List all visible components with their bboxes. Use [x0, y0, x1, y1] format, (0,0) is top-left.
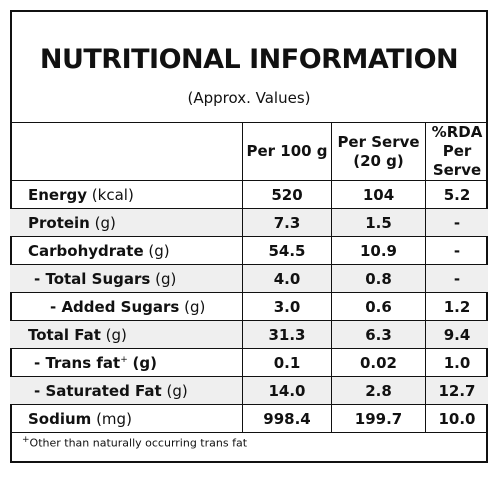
row: - Total Sugars (g) 4.0 0.8- — [10, 264, 488, 293]
header-line: (20 g) — [353, 151, 404, 170]
header-row: Per 100 g Per Serve (20 g) %RDA Per Serve — [10, 122, 488, 181]
nutrient: - Added Sugars — [50, 297, 180, 316]
cell: 10.9 — [331, 236, 426, 265]
footnote-marker: + — [22, 435, 30, 445]
unit: (g) — [94, 213, 116, 232]
row-label: - Added Sugars (g) — [10, 292, 243, 321]
unit: (g) — [155, 269, 177, 288]
cell: 1.5 — [331, 208, 426, 237]
row-label: - Trans fat+ (g) — [10, 348, 243, 377]
cell: 3.0 — [242, 292, 332, 321]
footnote-text: Other than naturally occurring trans fat — [29, 436, 248, 450]
cell: 6.3 — [331, 320, 426, 349]
nutrient: - Trans fat — [34, 353, 121, 372]
cell: 10.0 — [425, 404, 488, 433]
unit: (g) — [148, 241, 170, 260]
cell: - — [425, 236, 488, 265]
row-label: - Saturated Fat (g) — [10, 376, 243, 405]
nutrient: - Saturated Fat — [34, 381, 162, 400]
row-label: - Total Sugars (g) — [10, 264, 243, 293]
row-label: Energy (kcal) — [10, 180, 243, 209]
corner — [10, 122, 243, 181]
cell: 14.0 — [242, 376, 332, 405]
nutrient: - Total Sugars — [34, 269, 151, 288]
col-header: Per 100 g — [242, 122, 332, 181]
row-label: Sodium (mg) — [10, 404, 243, 433]
row: Sodium (mg) 998.4 199.7 10.0 — [10, 404, 488, 433]
cell: 0.1 — [242, 348, 332, 377]
unit: (g) — [105, 325, 127, 344]
nutrient: Protein — [28, 213, 90, 232]
nutrient: Energy — [28, 185, 88, 204]
cell: 104 — [331, 180, 426, 209]
cell: 2.8 — [331, 376, 426, 405]
nutrient: Sodium — [28, 409, 92, 428]
cell: 4.0 — [242, 264, 332, 293]
row: - Trans fat+ (g) 0.1 0.02 1.0 — [10, 348, 488, 377]
cell: 199.7 — [331, 404, 426, 433]
row: Total Fat (g) 31.3 6.3 9.4 — [10, 320, 488, 349]
cell: 1.2 — [425, 292, 488, 321]
header-line: Per Serve — [337, 132, 420, 151]
unit: (kcal) — [91, 185, 134, 204]
row: Energy (kcal) 520 104 5.2 — [10, 180, 488, 209]
marker: + — [120, 354, 128, 365]
cell: 998.4 — [242, 404, 332, 433]
cell: - — [425, 208, 488, 237]
cell: 9.4 — [425, 320, 488, 349]
cell: 5.2 — [425, 180, 488, 209]
header-line: Per 100 g — [246, 142, 328, 160]
unit: (mg) — [96, 409, 132, 428]
cell: 520 — [242, 180, 332, 209]
row: Carbohydrate (g) 54.5 10.9- — [10, 236, 488, 265]
cell: - — [425, 264, 488, 293]
cell: 31.3 — [242, 320, 332, 349]
label-box: NUTRITIONAL INFORMATION (Approx. Values)… — [10, 10, 488, 463]
unit: (g) — [166, 381, 188, 400]
nutrition-table: Per 100 g Per Serve (20 g) %RDA Per Serve … — [10, 122, 488, 433]
nutrient: Carbohydrate — [28, 241, 144, 260]
footnote: +Other than naturally occurring trans fa… — [22, 435, 247, 450]
subtitle: (Approx. Values) — [187, 89, 311, 107]
row-label: Protein (g) — [10, 208, 243, 237]
col-header: Per Serve (20 g) — [331, 122, 426, 181]
cell: 7.3 — [242, 208, 332, 237]
unit: (g) — [184, 297, 206, 316]
row: - Added Sugars (g) 3.0 0.6 1.2 — [10, 292, 488, 321]
cell: 12.7 — [425, 376, 488, 405]
cell: 0.8 — [331, 264, 426, 293]
row: - Saturated Fat (g) 14.0 2.8 12.7 — [10, 376, 488, 405]
col-header: %RDA Per Serve — [425, 122, 488, 181]
header-line: Per Serve — [432, 142, 482, 179]
cell: 0.6 — [331, 292, 426, 321]
row: Protein (g) 7.3 1.5- — [10, 208, 488, 237]
unit: (g) — [132, 353, 157, 372]
title: NUTRITIONAL INFORMATION — [39, 44, 459, 75]
row-label: Carbohydrate (g) — [10, 236, 243, 265]
cell: 54.5 — [242, 236, 332, 265]
cell: 1.0 — [425, 348, 488, 377]
nutrient: Total Fat — [28, 325, 101, 344]
row-label: Total Fat (g) — [10, 320, 243, 349]
header-line: %RDA — [431, 123, 483, 141]
cell: 0.02 — [331, 348, 426, 377]
